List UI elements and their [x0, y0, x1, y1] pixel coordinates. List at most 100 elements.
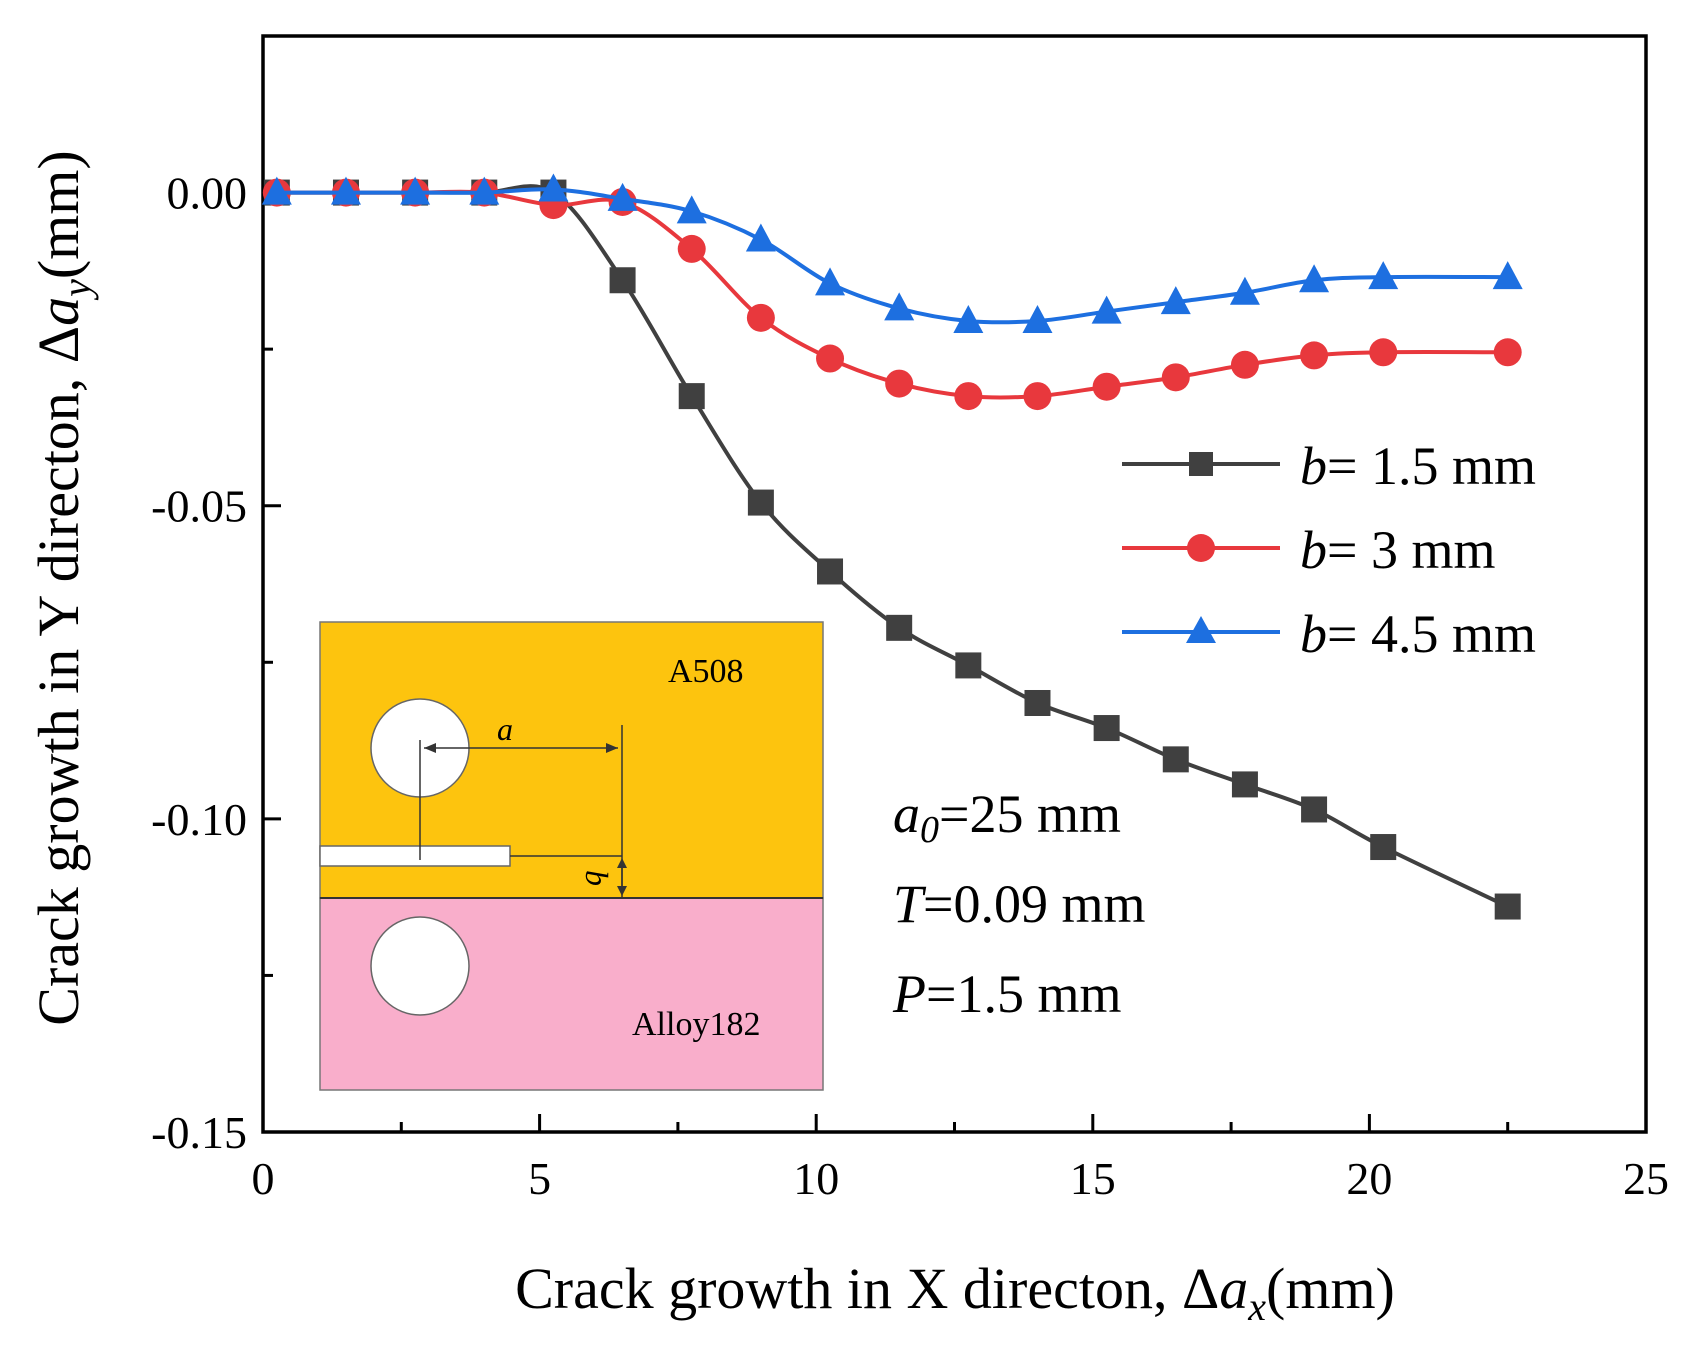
- data-point-triangle: [1160, 286, 1191, 315]
- data-point-square: [955, 652, 982, 679]
- data-point-triangle: [1091, 295, 1122, 324]
- data-point-triangle: [538, 173, 569, 202]
- inset-bottom-material-label: Alloy182: [632, 1006, 760, 1043]
- x-axis-title-var: a: [1219, 1256, 1248, 1321]
- legend-marker-triangle: [1186, 616, 1216, 643]
- data-point-circle: [1300, 341, 1329, 370]
- y-axis-title-sub: y: [54, 279, 99, 301]
- data-point-triangle: [469, 176, 500, 205]
- x-axis-title: Crack growth in X directon, Δax(mm): [515, 1256, 1395, 1329]
- data-point-triangle: [1229, 276, 1260, 305]
- data-point-triangle: [1368, 261, 1399, 290]
- legend-label-rest: = 1.5 mm: [1327, 436, 1536, 496]
- legend-item-b-1-5: b= 1.5 mm: [1122, 436, 1536, 496]
- data-point-square: [1231, 771, 1258, 798]
- data-point-circle: [1493, 338, 1522, 367]
- y-axis-title-unit: (mm): [26, 150, 91, 279]
- data-point-triangle: [607, 182, 638, 211]
- inset-dim-a-arrow-left: [424, 743, 436, 753]
- data-point-triangle: [953, 304, 984, 333]
- annotation-T-rest: =0.09 mm: [923, 874, 1145, 934]
- x-axis-title-unit: (mm): [1266, 1256, 1395, 1321]
- y-tick-label: 0.00: [167, 168, 248, 219]
- y-axis-title: Crack growth in Y directon, Δay(mm): [26, 150, 99, 1025]
- legend: b= 1.5 mm b= 3 mm b= 4.5 mm: [1122, 436, 1536, 664]
- legend-label-rest: = 4.5 mm: [1327, 604, 1536, 664]
- y-tick-label: -0.10: [151, 794, 247, 845]
- annotation-a0-sub: 0: [920, 809, 939, 851]
- legend-label-b-4-5: b= 4.5 mm: [1300, 604, 1536, 664]
- data-point-square: [678, 383, 705, 410]
- annotation-a0-rest: =25 mm: [939, 784, 1121, 844]
- annotation-P-rest: =1.5 mm: [926, 964, 1121, 1024]
- y-tick-label: -0.05: [151, 481, 247, 532]
- annotation-P: P=1.5 mm: [892, 964, 1121, 1024]
- data-point-triangle: [815, 267, 846, 296]
- series-line-3: [276, 187, 1508, 325]
- annotation-T-var: T: [893, 874, 927, 934]
- data-point-triangle: [1022, 304, 1053, 333]
- data-point-circle: [1023, 382, 1052, 411]
- data-point-square: [817, 558, 844, 585]
- inset-schematic: A508 Alloy182 a b: [319, 621, 824, 1091]
- data-point-circle: [1230, 350, 1259, 379]
- y-axis-title-main: Crack growth in Y directon, Δ: [26, 326, 91, 1026]
- inset-notch: [319, 845, 511, 867]
- legend-label-b-1-5: b= 1.5 mm: [1300, 436, 1536, 496]
- data-point-triangle: [745, 223, 776, 252]
- data-point-circle: [1092, 372, 1121, 401]
- data-point-circle: [1161, 363, 1190, 392]
- data-point-square: [1162, 746, 1189, 773]
- legend-label-rest: = 3 mm: [1327, 520, 1495, 580]
- data-point-triangle: [1299, 264, 1330, 293]
- data-point-square: [1494, 893, 1521, 920]
- data-point-triangle: [400, 176, 431, 205]
- x-tick-label: 25: [1623, 1153, 1669, 1204]
- inset-bottom-hole: [370, 916, 470, 1016]
- parameter-annotation: a0=25 mm T=0.09 mm P=1.5 mm: [892, 784, 1146, 1024]
- data-point-triangle: [1492, 261, 1523, 290]
- inset-top-material-label: A508: [668, 653, 744, 690]
- data-point-square: [1093, 715, 1120, 742]
- x-tick-label: 0: [252, 1153, 275, 1204]
- data-point-square: [1024, 689, 1051, 716]
- data-point-square: [747, 489, 774, 516]
- x-axis-ticks: 0 5 10 15 20 25: [252, 1114, 1669, 1204]
- legend-label-b-3: b= 3 mm: [1300, 520, 1495, 580]
- x-axis-title-sub: x: [1247, 1284, 1266, 1329]
- data-point-triangle: [261, 176, 292, 205]
- data-point-circle: [816, 344, 845, 373]
- data-point-circle: [885, 369, 914, 398]
- legend-marker-circle: [1187, 534, 1215, 562]
- data-point-square: [1301, 796, 1328, 823]
- annotation-a0-var: a: [893, 784, 920, 844]
- legend-label-var: b: [1300, 520, 1327, 580]
- x-tick-label: 10: [793, 1153, 839, 1204]
- y-tick-label: -0.15: [151, 1107, 247, 1158]
- x-axis-title-main: Crack growth in X directon, Δ: [515, 1256, 1219, 1321]
- series-layer: [261, 173, 1523, 920]
- data-point-circle: [677, 234, 706, 263]
- legend-item-b-4-5: b= 4.5 mm: [1122, 604, 1536, 664]
- y-axis-ticks: 0.00 -0.05 -0.10 -0.15: [151, 168, 281, 1158]
- y-axis-title-var: a: [26, 297, 91, 326]
- data-point-circle: [954, 382, 983, 411]
- data-point-triangle: [330, 176, 361, 205]
- legend-item-b-3: b= 3 mm: [1122, 520, 1495, 580]
- inset-dim-b-label: b: [579, 870, 615, 886]
- data-point-square: [886, 614, 913, 641]
- inset-dim-a-label: a: [497, 711, 513, 747]
- legend-marker-square: [1189, 452, 1213, 476]
- legend-label-var: b: [1300, 436, 1327, 496]
- annotation-T: T=0.09 mm: [893, 874, 1146, 934]
- x-tick-label: 15: [1070, 1153, 1116, 1204]
- legend-label-var: b: [1300, 604, 1327, 664]
- data-point-triangle: [884, 292, 915, 321]
- data-point-circle: [746, 303, 775, 332]
- data-point-square: [609, 267, 636, 294]
- x-tick-label: 20: [1346, 1153, 1392, 1204]
- x-tick-label: 5: [528, 1153, 551, 1204]
- inset-dim-b-arrow-bottom: [617, 886, 627, 896]
- data-point-square: [1370, 834, 1397, 861]
